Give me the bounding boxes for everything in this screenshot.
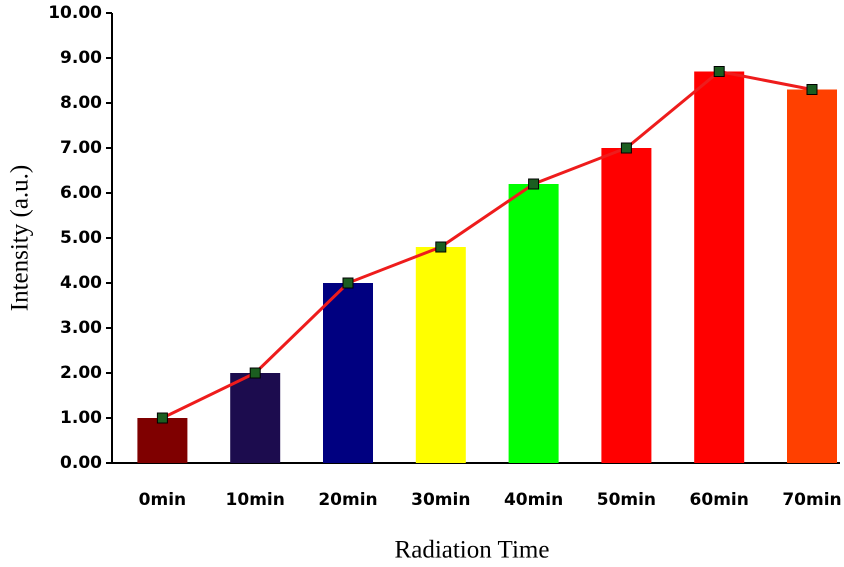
y-tick-label: 8.00 xyxy=(60,93,102,113)
x-tick-label: 20min xyxy=(318,490,377,510)
bar xyxy=(415,247,466,463)
bar xyxy=(137,418,188,463)
y-tick-label: 2.00 xyxy=(60,363,102,383)
y-tick-label: 3.00 xyxy=(60,318,102,338)
line-marker xyxy=(713,66,725,77)
x-axis-title: Radiation Time xyxy=(395,537,550,564)
x-tick-label: 10min xyxy=(226,490,285,510)
line-marker xyxy=(806,84,818,95)
line-marker xyxy=(620,142,632,154)
y-tick-label: 1.00 xyxy=(60,408,102,428)
x-tick-label: 30min xyxy=(411,490,470,510)
bar xyxy=(230,373,281,463)
line-marker xyxy=(249,367,261,379)
y-tick-label: 10.00 xyxy=(48,3,102,23)
line-marker xyxy=(435,241,447,253)
y-tick-label: 4.00 xyxy=(60,273,102,293)
y-tick-label: 6.00 xyxy=(60,183,102,203)
y-tick-label: 9.00 xyxy=(60,48,102,68)
y-tick-label: 7.00 xyxy=(60,138,102,158)
x-tick-label: 50min xyxy=(597,490,656,510)
line-marker xyxy=(156,412,168,424)
y-tick-label: 0.00 xyxy=(60,453,102,473)
bar xyxy=(323,283,373,463)
bar xyxy=(787,89,837,463)
y-tick-label: 5.00 xyxy=(60,228,102,248)
y-axis-title: Intensity (a.u.) xyxy=(7,165,34,311)
x-tick-label: 40min xyxy=(504,490,563,510)
bar xyxy=(508,184,559,463)
bar xyxy=(601,148,652,463)
line-marker xyxy=(342,277,354,289)
line-marker xyxy=(528,178,540,190)
x-tick-label: 60min xyxy=(690,490,749,510)
x-tick-label: 0min xyxy=(139,490,186,510)
bar xyxy=(694,71,745,463)
x-tick-label: 70min xyxy=(782,490,841,510)
trend-line xyxy=(161,69,813,420)
